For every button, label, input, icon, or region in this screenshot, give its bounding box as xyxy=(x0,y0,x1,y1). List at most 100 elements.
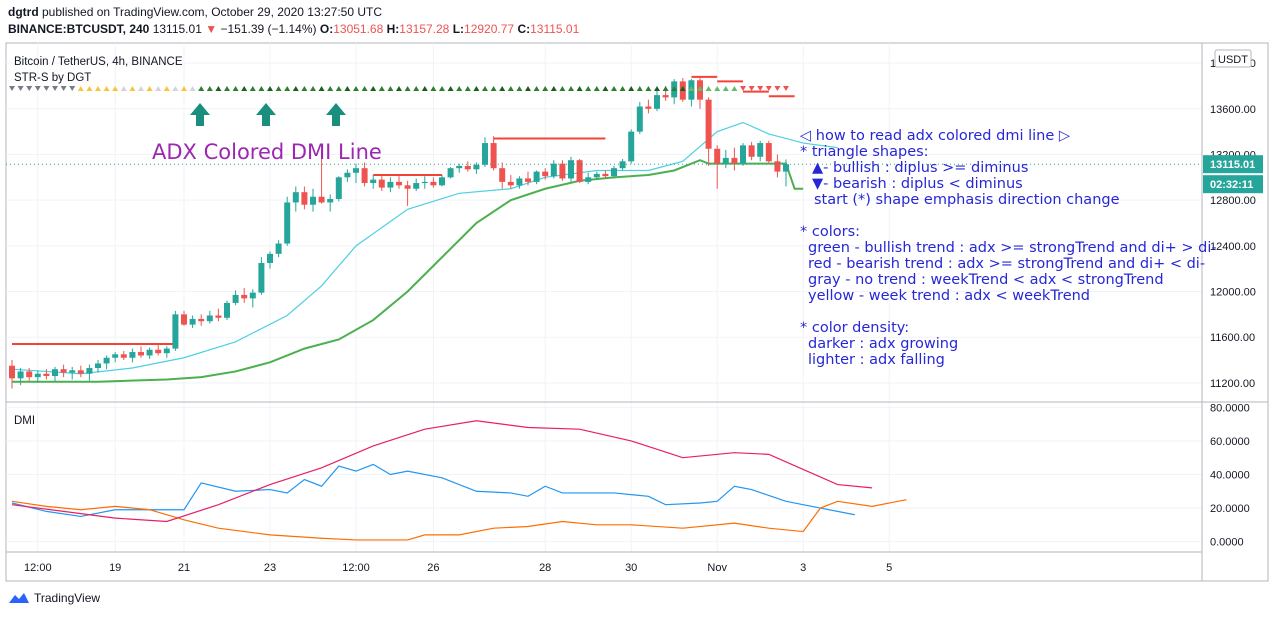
candle-body[interactable] xyxy=(181,314,187,325)
candle-body[interactable] xyxy=(765,143,772,162)
candle-body[interactable] xyxy=(267,253,273,263)
candle-body[interactable] xyxy=(129,352,136,358)
candle-body[interactable] xyxy=(559,163,566,179)
candle-body[interactable] xyxy=(9,365,15,379)
candle-body[interactable] xyxy=(215,315,222,318)
candle-body[interactable] xyxy=(387,181,394,188)
candle-body[interactable] xyxy=(310,196,316,205)
candle-body[interactable] xyxy=(628,131,635,162)
candle-body[interactable] xyxy=(163,348,170,354)
candle-body[interactable] xyxy=(232,294,239,303)
candle-body[interactable] xyxy=(344,172,351,178)
candle-body[interactable] xyxy=(602,173,609,177)
candle-body[interactable] xyxy=(327,199,334,203)
footer-brand[interactable]: TradingView xyxy=(34,591,101,605)
candle-body[interactable] xyxy=(705,99,712,149)
candle-body[interactable] xyxy=(43,373,50,377)
candle-body[interactable] xyxy=(301,192,308,205)
candle-body[interactable] xyxy=(361,168,368,184)
candle-body[interactable] xyxy=(456,165,463,169)
candle-body[interactable] xyxy=(576,160,583,182)
candle-body[interactable] xyxy=(593,173,600,178)
candle-body[interactable] xyxy=(654,95,660,109)
candle-body[interactable] xyxy=(774,161,781,172)
candle-body[interactable] xyxy=(396,181,402,186)
ma-line[interactable] xyxy=(11,121,838,375)
last-price-badge[interactable]: 13115.01 xyxy=(1203,155,1263,174)
candle-body[interactable] xyxy=(748,145,755,157)
candle-body[interactable] xyxy=(335,177,342,200)
candle-body[interactable] xyxy=(731,157,738,164)
candle-body[interactable] xyxy=(353,168,359,173)
dmi-axis[interactable]: 0.0000 20.0000 40.0000 60.0000 80.0000 xyxy=(1210,402,1250,548)
di-plus-line[interactable] xyxy=(11,463,855,518)
candle-body[interactable] xyxy=(516,178,523,186)
candle-body[interactable] xyxy=(60,369,67,373)
candle-body[interactable] xyxy=(198,318,205,322)
tradingview-logo-icon[interactable] xyxy=(8,591,30,605)
candle-body[interactable] xyxy=(249,292,256,299)
candle-body[interactable] xyxy=(224,302,230,318)
trail-green-line[interactable] xyxy=(12,159,804,383)
candle-body[interactable] xyxy=(318,196,325,203)
publisher-name[interactable]: dgtrd xyxy=(8,5,39,19)
candle-body[interactable] xyxy=(155,349,162,354)
candle-body[interactable] xyxy=(421,181,428,184)
candle-body[interactable] xyxy=(17,371,24,379)
candle-body[interactable] xyxy=(413,183,420,189)
candle-body[interactable] xyxy=(77,370,84,374)
candle-body[interactable] xyxy=(611,168,617,177)
candle-body[interactable] xyxy=(138,352,144,356)
candle-body[interactable] xyxy=(662,95,669,98)
candle-body[interactable] xyxy=(585,177,592,182)
candle-body[interactable] xyxy=(757,143,764,157)
candle-body[interactable] xyxy=(172,314,179,349)
dmi-legend[interactable]: DMI xyxy=(14,415,35,427)
candle-body[interactable] xyxy=(464,165,471,170)
candle-body[interactable] xyxy=(26,371,33,378)
candle-body[interactable] xyxy=(714,148,721,164)
candle-body[interactable] xyxy=(378,179,385,188)
candle-body[interactable] xyxy=(619,161,626,169)
candle-body[interactable] xyxy=(404,185,411,189)
candle-body[interactable] xyxy=(69,370,76,373)
currency-badge[interactable]: USDT xyxy=(1214,49,1252,68)
candle-body[interactable] xyxy=(189,318,196,325)
symbol-legend[interactable]: Bitcoin / TetherUS, 4h, BINANCE xyxy=(14,56,183,68)
candle-body[interactable] xyxy=(490,143,497,169)
candle-body[interactable] xyxy=(550,163,557,177)
candle-body[interactable] xyxy=(722,157,729,164)
candle-body[interactable] xyxy=(95,363,101,369)
time-axis[interactable]: 12:00 19 21 23 12:00 26 28 30 Nov 3 5 xyxy=(24,562,892,574)
candle-body[interactable] xyxy=(258,262,265,293)
candle-body[interactable] xyxy=(241,294,248,299)
candle-body[interactable] xyxy=(507,181,514,186)
candle-body[interactable] xyxy=(292,192,299,203)
candle-body[interactable] xyxy=(740,145,746,164)
candle-body[interactable] xyxy=(499,168,506,182)
price-axis[interactable]: 11200.00 11600.00 12000.00 12400.00 12800.00… xyxy=(1203,58,1263,390)
candle-body[interactable] xyxy=(473,164,480,170)
candle-body[interactable] xyxy=(34,373,41,378)
candle-body[interactable] xyxy=(636,106,643,132)
price-pane[interactable] xyxy=(6,75,1202,389)
candle-body[interactable] xyxy=(447,168,454,178)
candle-body[interactable] xyxy=(146,349,153,356)
candle-body[interactable] xyxy=(52,369,58,377)
candle-body[interactable] xyxy=(206,315,213,322)
dmi-pane[interactable] xyxy=(11,420,907,541)
candle-body[interactable] xyxy=(645,106,652,109)
candle-body[interactable] xyxy=(275,243,282,254)
indicator-legend[interactable]: STR-S by DGT xyxy=(14,72,91,84)
candle-body[interactable] xyxy=(112,354,119,358)
candle-body[interactable] xyxy=(568,160,574,179)
candle-body[interactable] xyxy=(533,171,540,182)
countdown-badge[interactable]: 02:32:11 xyxy=(1203,175,1263,194)
candle-body[interactable] xyxy=(525,178,531,182)
candle-body[interactable] xyxy=(783,164,789,172)
candle-body[interactable] xyxy=(86,368,93,374)
candle-body[interactable] xyxy=(430,181,437,186)
candle-body[interactable] xyxy=(439,177,445,186)
adx-line[interactable] xyxy=(11,420,873,523)
